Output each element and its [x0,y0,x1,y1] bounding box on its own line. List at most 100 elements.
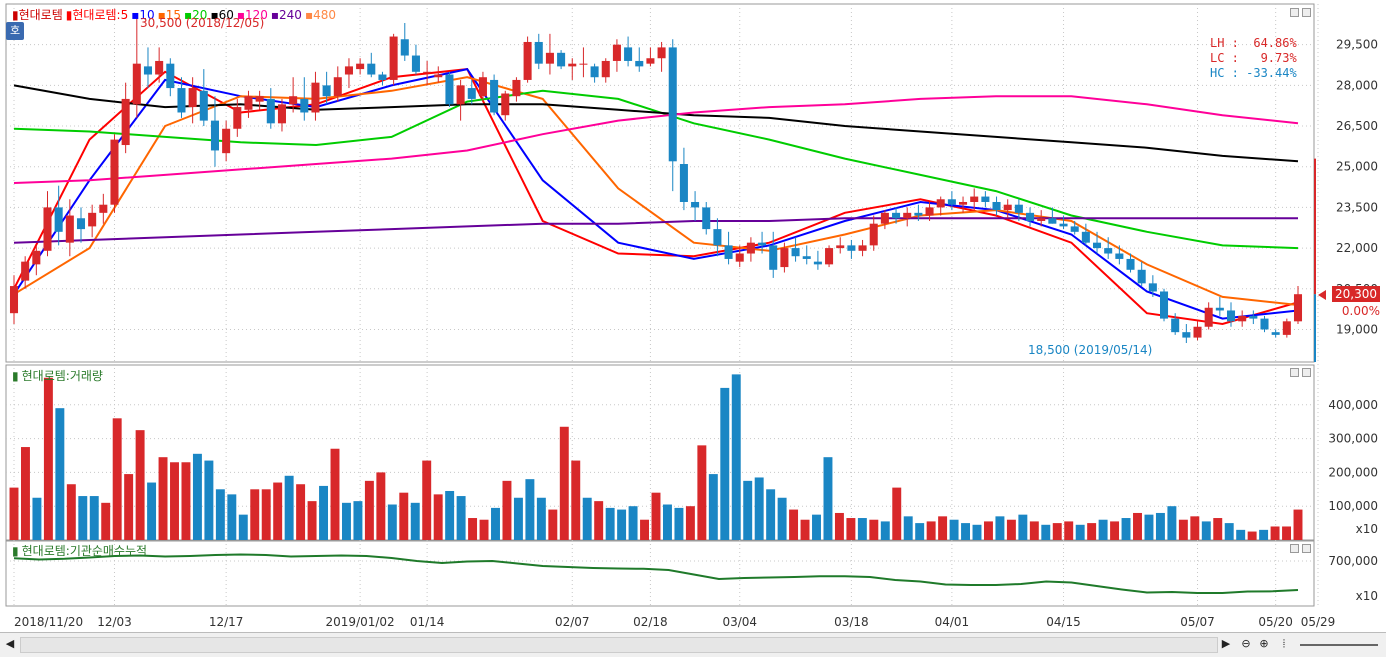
volume-bar [1178,519,1188,540]
candle-body [702,207,711,230]
ma-line-120 [13,84,1299,163]
candle-body [121,98,130,146]
volume-bar [846,518,856,540]
volume-bar [582,497,592,540]
institution-legend: ▮ 현대로템:기관순매수누적 [12,544,148,558]
volume-tick-label: 200,000 [1328,465,1378,479]
ho-badge[interactable]: 호 [6,22,24,40]
candle-body [478,77,487,97]
price-tick-label: 28,000 [1336,78,1378,92]
volume-bar [468,518,478,540]
volume-bar [1201,521,1211,540]
bottom-scrollbar[interactable]: ◀ ▶ ⊖ ⊕ ⦙ [0,632,1386,657]
date-tick-label: 04/15 [1046,615,1081,629]
legend-item[interactable]: ▮현대로템 [12,8,63,22]
candle-body [914,212,923,216]
volume-bar [456,496,466,540]
volume-bar [307,501,317,540]
volume-bar [857,518,867,540]
candle-body [880,212,889,224]
legend-item[interactable]: ▪120 [236,8,268,22]
volume-bar [995,516,1005,540]
volume-bar [284,475,294,540]
volume-bar [330,448,340,540]
volume-bar [743,480,753,540]
scroll-track[interactable] [20,637,1218,653]
volume-bar [662,504,672,540]
volume-panel-button[interactable] [1290,368,1299,377]
volume-bar [571,460,581,540]
volume-bar [674,507,684,540]
legend-item[interactable]: ▪240 [270,8,302,22]
volume-bar [915,523,925,540]
candle-body [501,93,510,116]
candle-body [534,41,543,64]
volume-bar [204,460,214,540]
volume-bar [754,477,764,540]
candle-body [445,74,454,105]
candle-body [311,82,320,113]
legend-item[interactable]: ▪480 [304,8,336,22]
candle-body [791,248,800,257]
date-tick-label: 2018/11/20 [14,615,83,629]
date-tick-label: 02/07 [555,615,590,629]
price-tick-label: 22,000 [1336,241,1378,255]
candle-body [1193,326,1202,338]
volume-bar [777,497,787,540]
zoom-out-icon[interactable]: ⊖ [1241,637,1251,650]
candle-body [1081,231,1090,243]
candle-body [1171,318,1180,333]
candle-body [222,128,231,154]
candle-body [825,248,834,265]
candle-body [65,215,74,243]
volume-bar [1293,509,1303,540]
zoom-in-icon[interactable]: ⊕ [1259,637,1269,650]
candle-body [467,88,476,99]
candle-body [423,71,432,73]
legend-item[interactable]: ▪10 [131,8,155,22]
candle-body [601,60,610,78]
price-tick-label: 25,000 [1336,160,1378,174]
scroll-right-button[interactable]: ▶ [1221,637,1231,650]
candle-body [1282,321,1291,335]
candle-body [802,256,811,259]
volume-bar [319,485,329,540]
volume-bar [135,430,145,540]
candle-body [300,98,309,113]
institution-panel-close-button[interactable] [1302,544,1311,553]
volume-bar [399,492,409,540]
institution-panel-button[interactable] [1290,544,1299,553]
candle-body [400,39,409,56]
volume-bar [215,489,225,540]
date-tick-label: 12/17 [209,615,244,629]
volume-bar [720,387,730,540]
legend-item[interactable]: ▪60 [210,8,234,22]
candle-body [1249,315,1258,319]
scroll-left-button[interactable]: ◀ [5,637,15,650]
candle-body [780,248,789,268]
ma-line-10 [13,67,1299,320]
column-width-icon[interactable]: ⦙ [1282,637,1286,650]
stat-hc: HC : -33.44% [1210,66,1297,80]
candle-body [959,201,968,205]
price-panel-close-button[interactable] [1302,8,1311,17]
volume-panel-close-button[interactable] [1302,368,1311,377]
legend-item[interactable]: ▮현대로템:5 [65,8,129,22]
candle-body [88,212,97,227]
volume-bar [1052,523,1062,540]
zoom-slider[interactable] [1300,644,1378,646]
candle-body [143,66,153,75]
legend-item[interactable]: ▪20 [184,8,208,22]
legend-item[interactable]: ▪15 [157,8,182,22]
price-tick-label: 23,500 [1336,200,1378,214]
volume-bar [9,487,19,540]
date-tick-label: 03/04 [722,615,757,629]
candle-body [1204,307,1213,327]
price-panel-button[interactable] [1290,8,1299,17]
candle-body [1226,310,1236,322]
volume-bar [479,519,489,540]
volume-bar [903,516,913,540]
candle-body [679,164,688,202]
candle-body [758,242,767,246]
volume-bar [1029,521,1039,540]
